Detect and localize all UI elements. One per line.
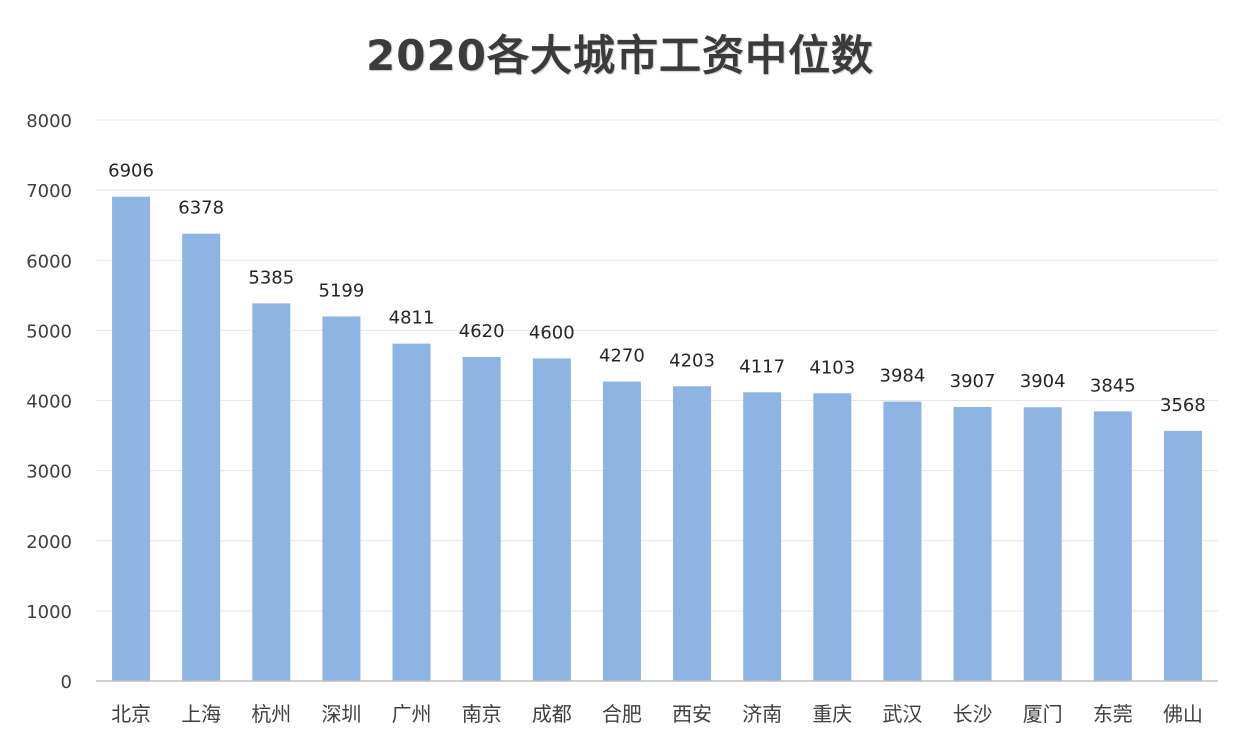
bar <box>322 316 361 681</box>
data-label: 3907 <box>950 371 996 392</box>
y-axis-ticks: 0 1000 2000 3000 4000 5000 6000 7000 8000 <box>26 111 72 693</box>
data-label: 3904 <box>1020 371 1066 392</box>
data-label: 4103 <box>809 357 855 378</box>
data-label: 4811 <box>389 308 435 329</box>
bar <box>813 393 852 681</box>
bar <box>673 386 712 681</box>
x-tick-label: 武汉 <box>882 702 922 726</box>
y-tick-label: 2000 <box>26 532 72 553</box>
data-label: 5385 <box>248 267 294 288</box>
bars <box>112 196 1202 682</box>
x-tick-label: 佛山 <box>1163 702 1203 726</box>
x-tick-label: 东莞 <box>1093 702 1133 726</box>
data-label: 6378 <box>178 198 224 219</box>
x-tick-label: 杭州 <box>251 702 291 726</box>
y-tick-label: 5000 <box>26 321 72 342</box>
bar <box>602 381 641 681</box>
bar <box>462 357 501 681</box>
bar <box>532 358 571 681</box>
y-tick-label: 3000 <box>26 462 72 483</box>
x-tick-label: 成都 <box>532 702 572 726</box>
y-tick-label: 1000 <box>26 602 72 623</box>
x-tick-label: 北京 <box>111 702 151 726</box>
y-tick-label: 0 <box>61 672 72 693</box>
data-label: 4270 <box>599 346 645 367</box>
y-tick-label: 7000 <box>26 181 72 202</box>
x-tick-label: 广州 <box>392 702 432 726</box>
data-label: 4620 <box>459 321 505 342</box>
x-tick-label: 上海 <box>181 702 221 726</box>
x-tick-label: 深圳 <box>321 702 361 726</box>
data-label: 3984 <box>880 366 926 387</box>
data-label: 4203 <box>669 350 715 371</box>
x-tick-label: 济南 <box>742 702 782 726</box>
bar <box>883 401 922 681</box>
x-tick-label: 重庆 <box>812 702 852 726</box>
bar <box>112 196 151 682</box>
x-tick-label: 合肥 <box>602 702 642 726</box>
bar <box>1163 430 1202 681</box>
x-tick-label: 南京 <box>462 702 502 726</box>
y-tick-label: 6000 <box>26 251 72 272</box>
data-label: 3568 <box>1160 395 1206 416</box>
data-label: 5199 <box>319 280 365 301</box>
bar <box>743 392 782 681</box>
bar <box>1093 411 1132 681</box>
data-label: 4600 <box>529 322 575 343</box>
data-label: 4117 <box>739 356 785 377</box>
x-tick-label: 长沙 <box>953 702 993 726</box>
bar <box>252 303 291 681</box>
y-tick-label: 8000 <box>26 111 72 132</box>
x-tick-label: 西安 <box>672 702 712 726</box>
data-label: 6906 <box>108 161 154 182</box>
x-tick-label: 厦门 <box>1023 702 1063 726</box>
bar <box>182 233 221 682</box>
data-label: 3845 <box>1090 375 1136 396</box>
bar <box>1023 407 1062 681</box>
data-labels: 6906 6378 5385 5199 4811 4620 4600 4270 4203 4117… <box>108 161 1206 416</box>
y-tick-label: 4000 <box>26 392 72 413</box>
bar <box>953 407 992 681</box>
x-axis-ticks: 北京 上海 杭州 深圳 广州 南京 成都 合肥 西安 济南 重庆 武汉 长沙 厦门 东莞 佛山 <box>111 702 1203 726</box>
chart-title: 2020各大城市工资中位数 <box>366 31 874 80</box>
bar <box>392 343 431 681</box>
